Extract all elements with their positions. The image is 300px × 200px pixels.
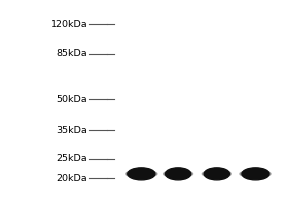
Text: 35kDa: 35kDa bbox=[57, 126, 87, 135]
Ellipse shape bbox=[204, 168, 230, 180]
Ellipse shape bbox=[242, 168, 269, 180]
Ellipse shape bbox=[164, 170, 193, 177]
Ellipse shape bbox=[202, 170, 231, 177]
Ellipse shape bbox=[126, 170, 157, 177]
Text: 50kDa: 50kDa bbox=[57, 95, 87, 104]
Ellipse shape bbox=[166, 168, 191, 180]
Ellipse shape bbox=[128, 168, 155, 180]
Text: 20kDa: 20kDa bbox=[57, 174, 87, 183]
Ellipse shape bbox=[240, 170, 271, 177]
Text: 85kDa: 85kDa bbox=[57, 49, 87, 58]
Text: 25kDa: 25kDa bbox=[57, 154, 87, 163]
Text: 120kDa: 120kDa bbox=[51, 20, 87, 29]
